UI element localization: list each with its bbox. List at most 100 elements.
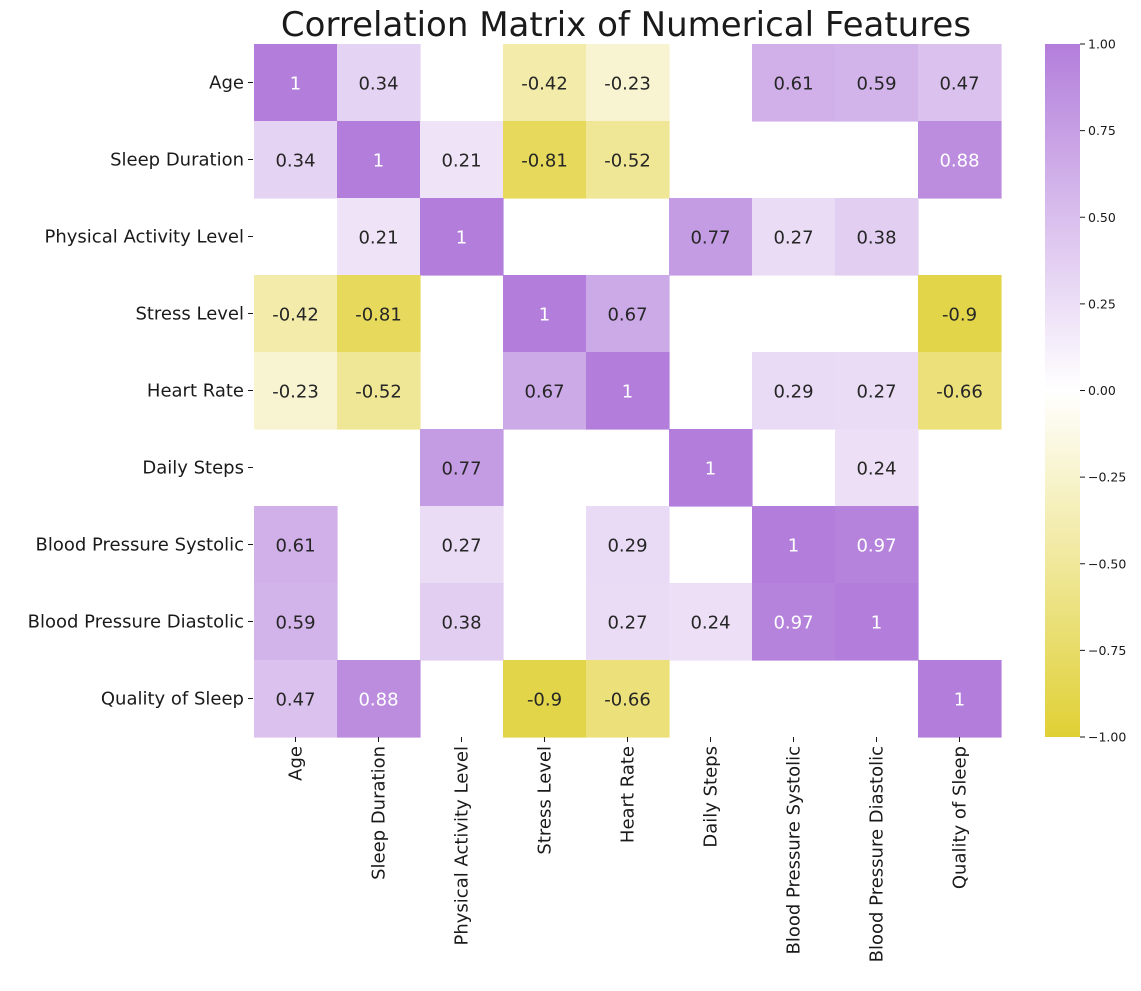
cell-value-label: -0.42 bbox=[521, 74, 568, 95]
x-tick-label: Quality of Sleep bbox=[950, 746, 971, 889]
cell-value-label: 0.27 bbox=[773, 228, 813, 249]
heatmap-cell bbox=[254, 506, 338, 584]
x-tick-label: Heart Rate bbox=[618, 746, 639, 843]
heatmap-cell bbox=[586, 583, 670, 661]
cell-value-label: 0.59 bbox=[275, 613, 315, 634]
heatmap-cell bbox=[503, 352, 587, 430]
heatmap-cell bbox=[752, 352, 836, 430]
colorbar-tick-label: 0.25 bbox=[1088, 296, 1116, 311]
heatmap-cell bbox=[420, 583, 504, 661]
cell-value-label: -0.66 bbox=[604, 690, 651, 711]
heatmap-cell bbox=[835, 352, 919, 430]
heatmap-cell bbox=[835, 198, 919, 276]
heatmap-cell bbox=[669, 198, 753, 276]
y-tick-label: Blood Pressure Diastolic bbox=[28, 612, 244, 633]
heatmap-cell bbox=[835, 429, 919, 507]
cell-value-label: -0.52 bbox=[604, 151, 651, 172]
heatmap-cell bbox=[337, 198, 421, 276]
cell-value-label: 0.59 bbox=[856, 74, 896, 95]
heatmap-cell bbox=[337, 275, 421, 353]
cell-value-label: 0.24 bbox=[856, 459, 896, 480]
colorbar-tick-label: −0.75 bbox=[1088, 643, 1126, 658]
x-axis-ticks: Age Sleep Duration Physical Activity Level… bbox=[286, 737, 971, 962]
heatmap-cell bbox=[586, 352, 670, 430]
heatmap-cell bbox=[420, 121, 504, 199]
cell-value-label: 0.27 bbox=[607, 613, 647, 634]
cell-value-label: 0.29 bbox=[773, 382, 813, 403]
heatmap-cell bbox=[586, 660, 670, 738]
y-tick-label: Sleep Duration bbox=[110, 150, 244, 171]
heatmap-cell bbox=[752, 44, 836, 122]
cell-value-label: -0.66 bbox=[936, 382, 983, 403]
heatmap-cell bbox=[918, 275, 1002, 353]
cell-value-label: 0.67 bbox=[524, 382, 564, 403]
heatmap-cell bbox=[586, 275, 670, 353]
cell-value-label: 0.47 bbox=[275, 690, 315, 711]
y-tick-label: Heart Rate bbox=[147, 381, 244, 402]
heatmap-cell bbox=[337, 44, 421, 122]
y-tick-label: Stress Level bbox=[135, 304, 244, 325]
heatmap-cell bbox=[503, 275, 587, 353]
cell-value-label: 0.38 bbox=[856, 228, 896, 249]
cell-value-label: 1 bbox=[539, 305, 550, 326]
heatmap-cell bbox=[586, 506, 670, 584]
cell-value-label: 1 bbox=[622, 382, 633, 403]
cell-value-label: 0.77 bbox=[690, 228, 730, 249]
colorbar-tick-label: −0.50 bbox=[1088, 556, 1126, 571]
cell-value-label: 0.88 bbox=[939, 151, 979, 172]
x-tick-label: Blood Pressure Diastolic bbox=[867, 746, 888, 962]
x-tick-label: Physical Activity Level bbox=[452, 746, 473, 946]
heatmap-cell bbox=[918, 44, 1002, 122]
cell-value-label: 0.77 bbox=[441, 459, 481, 480]
cell-value-label: 0.27 bbox=[856, 382, 896, 403]
colorbar-gradient bbox=[1045, 44, 1080, 737]
heatmap-cell bbox=[918, 352, 1002, 430]
y-axis-ticks: Age Sleep Duration Physical Activity Level… bbox=[28, 73, 253, 710]
cell-value-label: 0.21 bbox=[358, 228, 398, 249]
heatmap-cell bbox=[669, 583, 753, 661]
heatmap-cell bbox=[586, 44, 670, 122]
y-tick-label: Quality of Sleep bbox=[101, 689, 244, 710]
cell-value-label: -0.9 bbox=[527, 690, 562, 711]
cell-value-label: 1 bbox=[871, 613, 882, 634]
heatmap-cell bbox=[420, 429, 504, 507]
heatmap-cell bbox=[503, 44, 587, 122]
colorbar-tick-label: 0.75 bbox=[1088, 123, 1116, 138]
colorbar-tick-label: 1.00 bbox=[1088, 37, 1116, 52]
colorbar-tick-label: 0.00 bbox=[1088, 383, 1116, 398]
heatmap-cells bbox=[254, 44, 1002, 738]
heatmap-cell bbox=[752, 198, 836, 276]
cell-value-label: 0.97 bbox=[856, 536, 896, 557]
colorbar-tick-label: −0.25 bbox=[1088, 470, 1126, 485]
cell-value-label: 1 bbox=[954, 690, 965, 711]
heatmap-cell bbox=[254, 121, 338, 199]
cell-value-label: 1 bbox=[788, 536, 799, 557]
heatmap-cell bbox=[337, 352, 421, 430]
cell-value-label: 1 bbox=[290, 74, 301, 95]
heatmap-cell bbox=[337, 121, 421, 199]
cell-value-label: 0.38 bbox=[441, 613, 481, 634]
cell-value-label: -0.23 bbox=[604, 74, 651, 95]
cell-value-label: 0.34 bbox=[275, 151, 315, 172]
heatmap-cell bbox=[752, 506, 836, 584]
cell-value-label: 1 bbox=[456, 228, 467, 249]
cell-value-label: -0.42 bbox=[272, 305, 319, 326]
cell-value-label: 0.47 bbox=[939, 74, 979, 95]
y-tick-label: Daily Steps bbox=[142, 458, 244, 479]
heatmap-cell bbox=[918, 121, 1002, 199]
x-tick-label: Stress Level bbox=[535, 746, 556, 855]
cell-value-label: 1 bbox=[705, 459, 716, 480]
heatmap-cell bbox=[835, 44, 919, 122]
heatmap-cell bbox=[669, 429, 753, 507]
cell-value-label: -0.23 bbox=[272, 382, 319, 403]
heatmap-cell bbox=[337, 660, 421, 738]
x-tick-label: Age bbox=[286, 746, 307, 781]
heatmap-cell bbox=[752, 583, 836, 661]
heatmap-cell bbox=[503, 121, 587, 199]
cell-value-label: -0.52 bbox=[355, 382, 402, 403]
cell-value-label: 0.21 bbox=[441, 151, 481, 172]
cell-value-label: 0.67 bbox=[607, 305, 647, 326]
heatmap-cell bbox=[918, 660, 1002, 738]
cell-value-label: 0.34 bbox=[358, 74, 398, 95]
